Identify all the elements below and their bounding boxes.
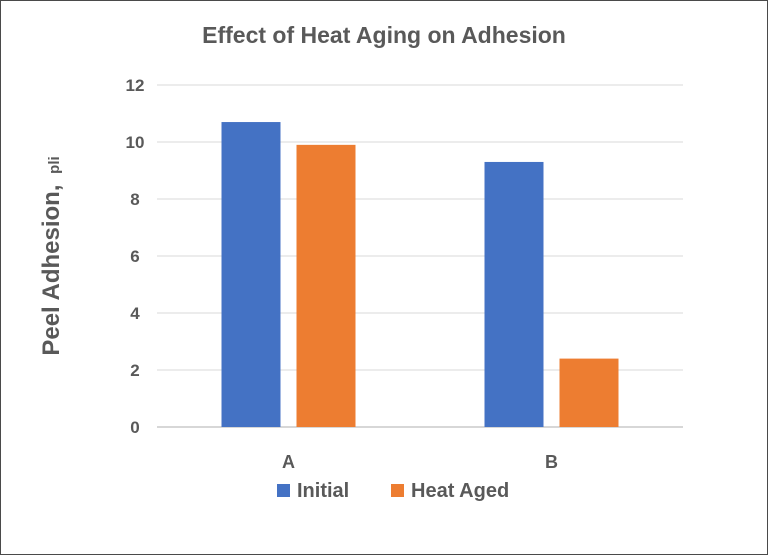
x-category-label: A [282,452,295,472]
legend-label-heat-aged: Heat Aged [411,480,509,502]
bar-initial-b [484,161,544,427]
y-tick-label: 4 [130,304,140,323]
y-tick-label: 0 [130,418,139,437]
legend-swatch-initial [277,484,290,497]
y-tick-label: 2 [130,361,139,380]
bar-initial-a [221,122,281,428]
y-tick-label: 12 [126,76,145,95]
y-tick-label: 8 [130,190,139,209]
bars [221,122,619,428]
legend: Initial Heat Aged [277,480,509,502]
legend-label-initial: Initial [297,480,349,502]
y-tick-label: 6 [130,247,139,266]
y-tick-labels: 0 2 4 6 8 10 12 [126,76,145,437]
bar-heat-aged-a [296,144,356,427]
legend-swatch-heat-aged [391,484,404,497]
y-axis-label: Peel Adhesion, pli [38,156,65,355]
y-tick-label: 10 [126,133,145,152]
chart-title: Effect of Heat Aging on Adhesion [202,22,566,48]
x-category-label: B [545,452,558,472]
bar-heat-aged-b [559,358,619,427]
y-axis-label-unit: pli [46,156,63,174]
y-axis-label-main: Peel Adhesion, [38,185,65,356]
